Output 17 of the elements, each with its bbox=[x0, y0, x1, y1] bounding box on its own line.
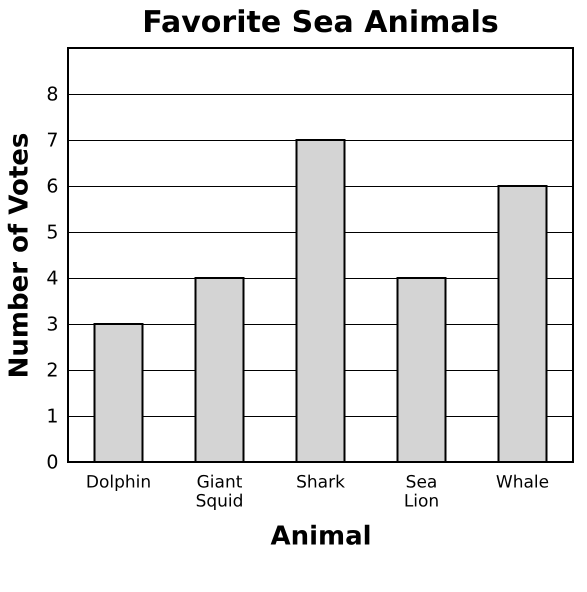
chart-title: Favorite Sea Animals bbox=[142, 5, 499, 40]
y-axis-title: Number of Votes bbox=[4, 132, 34, 378]
y-tick-label: 4 bbox=[46, 268, 58, 290]
y-tick-label: 8 bbox=[46, 84, 58, 106]
y-tick-label: 7 bbox=[46, 130, 58, 152]
x-tick-label: Whale bbox=[496, 472, 550, 492]
y-tick-label: 5 bbox=[46, 222, 58, 244]
y-tick-label: 6 bbox=[46, 176, 58, 198]
x-axis-title: Animal bbox=[270, 522, 372, 552]
x-tick-label: Sea Lion bbox=[404, 472, 440, 512]
x-tick-label: Giant Squid bbox=[196, 472, 244, 512]
y-tick-label: 0 bbox=[46, 452, 58, 474]
y-tick-label: 3 bbox=[46, 314, 58, 336]
x-tick-label: Shark bbox=[296, 472, 346, 492]
y-tick-label: 1 bbox=[46, 406, 58, 428]
y-tick-label: 2 bbox=[46, 360, 58, 382]
x-tick-label: Dolphin bbox=[86, 472, 152, 492]
